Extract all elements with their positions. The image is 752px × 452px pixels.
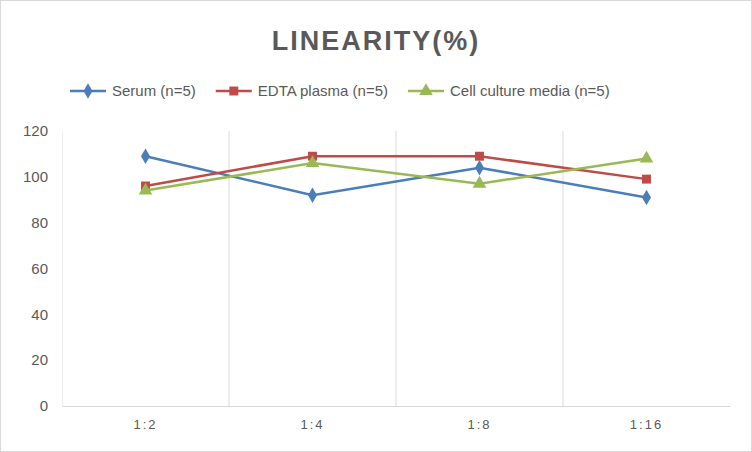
series-marker	[640, 151, 654, 163]
legend-label: Serum (n=5)	[112, 82, 196, 99]
x-tick-label: 1:16	[630, 417, 663, 432]
legend-marker	[419, 83, 433, 95]
series-line	[146, 159, 647, 191]
x-tick-label: 1:4	[300, 417, 324, 432]
series-marker	[475, 160, 484, 176]
chart: LINEARITY(%) 0 20 40 60 80 100 120 1:2 1:4 1:8 1:16…	[0, 0, 752, 452]
y-tick-label: 60	[31, 260, 48, 277]
y-tick: 0	[40, 397, 62, 414]
series-marker	[475, 152, 484, 161]
series-marker	[139, 183, 153, 195]
y-tick-label: 20	[31, 351, 48, 368]
x-axis-line	[63, 406, 731, 407]
legend-item: Serum (n=5)	[70, 82, 196, 99]
series-marker	[308, 187, 317, 203]
legend-label: Cell culture media (n=5)	[450, 82, 610, 99]
y-tick: 20	[31, 351, 62, 368]
legend-marker	[229, 87, 238, 96]
y-axis-line	[62, 132, 63, 407]
y-tick-label: 40	[31, 306, 48, 323]
y-tick: 60	[31, 260, 62, 277]
chart-border	[1, 1, 752, 452]
y-tick-label: 0	[40, 397, 48, 414]
series-marker	[473, 176, 487, 188]
x-tick: 1:8	[467, 406, 491, 432]
y-tick-label: 120	[23, 122, 48, 139]
x-tick: 1:16	[630, 406, 663, 432]
series-marker	[642, 190, 651, 206]
series-marker	[306, 155, 320, 167]
x-tick: 1:4	[300, 406, 324, 432]
x-axis: 1:2 1:4 1:8 1:16	[63, 406, 731, 432]
x-tick-label: 1:8	[467, 417, 491, 432]
series-marker	[141, 148, 150, 164]
y-tick: 40	[31, 306, 62, 323]
title: LINEARITY(%)	[272, 26, 481, 56]
y-tick: 80	[31, 214, 62, 231]
legend-item: EDTA plasma (n=5)	[216, 82, 388, 99]
legend-marker	[84, 83, 93, 99]
legend-label: EDTA plasma (n=5)	[258, 82, 388, 99]
x-tick: 1:2	[133, 406, 157, 432]
series-marker	[642, 175, 651, 184]
legend-item: Cell culture media (n=5)	[408, 82, 610, 99]
x-tick-label: 1:2	[133, 417, 157, 432]
y-tick-label: 80	[31, 214, 48, 231]
plot: 0 20 40 60 80 100 120 1:2 1:4 1:8 1:16	[23, 122, 731, 432]
series-line	[146, 156, 647, 197]
y-axis: 0 20 40 60 80 100 120	[23, 122, 63, 414]
y-tick: 120	[23, 122, 62, 139]
y-tick: 100	[23, 168, 62, 185]
series-group	[139, 148, 654, 205]
legend: Serum (n=5) EDTA plasma (n=5) Cell culture…	[70, 82, 610, 99]
y-tick-label: 100	[23, 168, 48, 185]
